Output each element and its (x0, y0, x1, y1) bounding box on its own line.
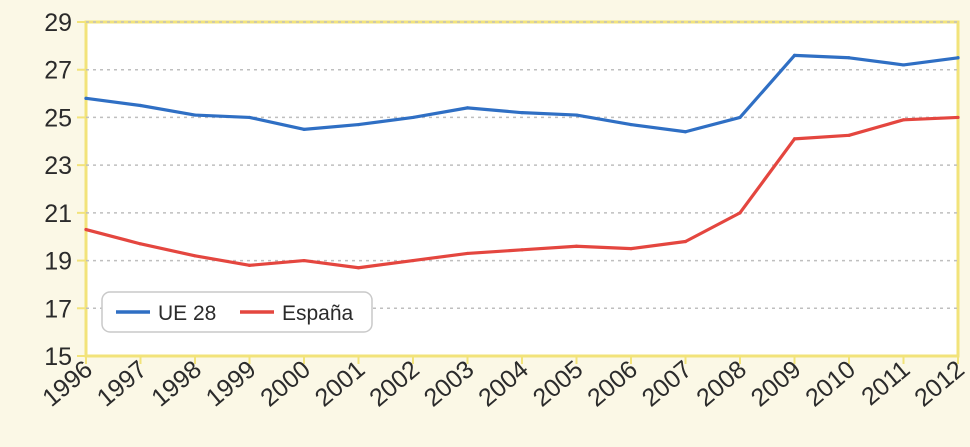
x-tick-label: 2001 (310, 355, 371, 412)
data-point (411, 115, 415, 120)
data-point (629, 247, 633, 251)
grid-lines (86, 21, 958, 310)
data-point (302, 258, 306, 263)
data-point (356, 266, 361, 270)
x-tick-label: 2007 (637, 355, 698, 412)
x-tick-label: 2010 (800, 355, 861, 412)
y-tick-label: 21 (44, 200, 72, 228)
y-axis: 15 17 19 21 23 25 27 29 (44, 9, 86, 371)
legend: UE 28 España (101, 291, 373, 333)
data-point (84, 96, 88, 100)
x-tick-label: 2003 (419, 355, 480, 412)
x-tick-label: 1997 (92, 355, 153, 412)
x-tick-label: 1999 (201, 355, 262, 412)
data-point (247, 263, 252, 267)
data-point (193, 113, 197, 117)
x-tick-label: 2009 (746, 355, 807, 412)
data-point (629, 122, 633, 127)
series-espana (84, 115, 960, 270)
data-point (683, 130, 688, 134)
data-point (247, 115, 252, 120)
data-point (138, 242, 143, 246)
x-tick-label: 2011 (856, 355, 915, 411)
data-point (901, 63, 906, 67)
legend-label-ue28: UE 28 (158, 302, 216, 325)
data-point (738, 211, 742, 215)
data-point (411, 258, 415, 263)
y-tick-label: 23 (44, 152, 72, 180)
data-point (520, 248, 524, 252)
data-point (956, 56, 960, 60)
y-tick-label: 25 (44, 104, 72, 132)
x-tick-label: 2004 (473, 355, 534, 412)
x-tick-label: 2005 (528, 355, 589, 412)
data-point (792, 137, 797, 141)
y-tick-label: 17 (44, 295, 72, 323)
data-point (138, 103, 143, 108)
x-tick-label: 2006 (582, 355, 643, 412)
legend-box (101, 291, 373, 333)
data-point (465, 251, 470, 256)
x-axis: 1996199719981999200020012002200320042005… (37, 355, 970, 412)
data-point (901, 118, 906, 122)
data-point (520, 111, 524, 115)
y-tick-label: 19 (44, 248, 72, 276)
data-point (302, 127, 306, 131)
data-point (738, 115, 742, 120)
data-point (847, 56, 851, 60)
series-ue28 (84, 53, 960, 134)
data-point (683, 239, 688, 244)
data-point (847, 133, 851, 137)
y-tick-label: 15 (44, 343, 72, 371)
data-point (956, 115, 960, 120)
x-tick-label: 2000 (255, 355, 316, 412)
x-tick-label: 1998 (146, 355, 207, 412)
data-point (465, 106, 470, 110)
data-point (574, 113, 579, 117)
data-point (84, 227, 88, 232)
data-point (356, 122, 361, 127)
y-tick-label: 27 (44, 57, 72, 85)
x-tick-label: 2012 (909, 355, 970, 412)
data-point (193, 254, 197, 258)
legend-label-espana: España (282, 302, 354, 325)
data-point (792, 53, 797, 58)
x-tick-label: 2002 (364, 355, 425, 412)
x-tick-label: 2008 (691, 355, 752, 412)
data-point (574, 244, 579, 248)
y-tick-label: 29 (44, 9, 72, 37)
series-layer (84, 53, 960, 270)
